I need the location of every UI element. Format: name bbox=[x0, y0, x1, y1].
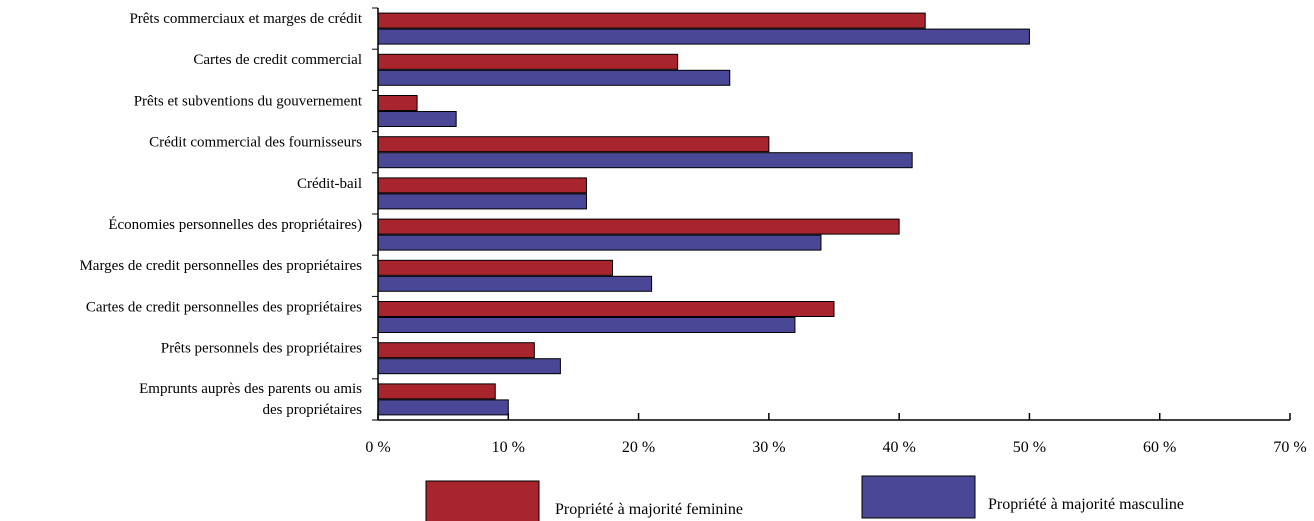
x-tick-label: 70 % bbox=[1273, 439, 1306, 456]
bar-feminine-3 bbox=[377, 136, 770, 153]
x-tick-label: 10 % bbox=[492, 439, 525, 456]
category-label-2: Prêts et subventions du gouvernement bbox=[134, 93, 363, 109]
bar-masculine-3 bbox=[377, 152, 913, 169]
bar-feminine-2 bbox=[377, 95, 418, 111]
category-label-8: Prêts personnels des propriétaires bbox=[161, 341, 362, 357]
bar-feminine-1 bbox=[377, 53, 679, 70]
x-tick-label: 0 % bbox=[365, 439, 390, 456]
x-tick-label: 30 % bbox=[752, 439, 785, 456]
x-axis-ticks: 0 % 10 % 20 % 30 % 40 % 50 % 60 % 70 % bbox=[365, 7, 1307, 456]
x-tick-label: 50 % bbox=[1013, 439, 1046, 456]
category-label-5: Économies personnelles des propriétaires… bbox=[108, 216, 362, 233]
bar-masculine-8 bbox=[377, 358, 561, 375]
x-tick-label: 20 % bbox=[622, 439, 655, 456]
bar-masculine-6 bbox=[377, 275, 653, 292]
x-tick-label: 40 % bbox=[882, 439, 915, 456]
bar-feminine-4 bbox=[377, 177, 587, 194]
bars-group bbox=[377, 12, 1030, 416]
x-tick-label: 60 % bbox=[1143, 439, 1176, 456]
bar-masculine-4 bbox=[377, 193, 587, 210]
legend-label-0: Propriété à majorité feminine bbox=[555, 501, 743, 518]
category-labels: Prêts commerciaux et marges de crédit Car… bbox=[79, 11, 362, 418]
bar-feminine-7 bbox=[377, 301, 835, 317]
category-label-9: Emprunts auprès des parents ou amis des p… bbox=[139, 381, 362, 418]
bar-feminine-0 bbox=[377, 12, 926, 29]
legend-label-1: Propriété à majorité masculine bbox=[988, 496, 1184, 513]
bar-masculine-9 bbox=[377, 399, 509, 416]
bar-masculine-2 bbox=[377, 111, 457, 127]
bar-feminine-8 bbox=[377, 342, 535, 359]
category-label-7: Cartes de credit personnelles des propri… bbox=[86, 299, 362, 315]
category-label-1: Cartes de credit commercial bbox=[193, 52, 362, 68]
bar-masculine-5 bbox=[377, 234, 822, 251]
bar-feminine-9 bbox=[377, 383, 496, 400]
bar-masculine-7 bbox=[377, 317, 796, 333]
category-label-line: Emprunts auprès des parents ou amis bbox=[139, 381, 362, 397]
category-label-4: Crédit-bail bbox=[297, 176, 362, 192]
bar-feminine-5 bbox=[377, 218, 900, 235]
category-label-3: Crédit commercial des fournisseurs bbox=[149, 135, 362, 151]
bar-masculine-0 bbox=[377, 28, 1030, 45]
category-label-6: Marges de credit personnelles des propri… bbox=[79, 258, 362, 274]
bar-masculine-1 bbox=[377, 69, 731, 86]
category-label-0: Prêts commerciaux et marges de crédit bbox=[129, 11, 362, 27]
legend-swatch-1 bbox=[861, 475, 976, 519]
legend: Propriété à majorité feminine Propriété à… bbox=[425, 475, 1184, 521]
category-label-line: des propriétaires bbox=[262, 402, 362, 418]
legend-swatch-0 bbox=[425, 480, 540, 521]
bar-feminine-6 bbox=[377, 259, 614, 276]
